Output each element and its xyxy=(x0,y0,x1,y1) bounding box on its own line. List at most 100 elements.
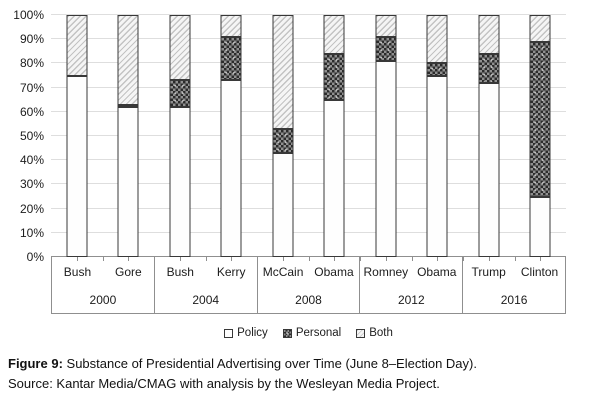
both-swatch-icon xyxy=(356,328,366,338)
x-tick xyxy=(385,257,387,261)
candidate-label: Bush xyxy=(63,264,92,279)
personal-swatch-icon xyxy=(282,328,292,338)
x-tick xyxy=(437,257,439,261)
bars-row xyxy=(51,15,566,257)
candidate-label: Trump xyxy=(471,264,506,279)
bar-slot xyxy=(51,15,103,257)
candidate-label: Obama xyxy=(314,264,354,279)
y-tick-label: 90% xyxy=(19,32,44,47)
y-tick-label: 70% xyxy=(19,80,44,95)
x-tick xyxy=(308,257,310,261)
candidate-names: McCain Obama xyxy=(258,257,360,286)
bar-segment-personal xyxy=(272,128,294,153)
year-label: 2004 xyxy=(192,292,220,307)
x-tick xyxy=(488,257,490,261)
legend: Policy Personal Both xyxy=(51,326,566,340)
bar-trump-2016 xyxy=(478,15,500,257)
gridline xyxy=(51,183,566,185)
plot-area xyxy=(51,14,566,257)
bar-bush-2000 xyxy=(66,15,88,257)
gridline xyxy=(51,135,566,136)
gridline xyxy=(51,110,566,112)
bar-slot xyxy=(515,15,567,257)
year-group-2012: Romney Obama 2012 xyxy=(359,257,462,313)
year-label: 2016 xyxy=(500,292,528,307)
bar-segment-policy xyxy=(272,152,294,257)
y-tick-label: 50% xyxy=(19,129,44,143)
bar-clinton-2016 xyxy=(529,15,551,257)
bar-segment-both xyxy=(478,15,500,54)
candidate-names: Trump Clinton xyxy=(463,257,565,286)
candidate-label: Gore xyxy=(115,264,142,279)
bar-segment-personal xyxy=(426,63,448,76)
bar-segment-personal xyxy=(529,41,551,197)
year-group-2008: McCain Obama 2008 xyxy=(256,257,360,313)
bar-slot xyxy=(309,15,361,257)
x-tick xyxy=(282,257,284,261)
year-label: 2008 xyxy=(295,292,322,307)
bar-slot xyxy=(257,15,309,257)
legend-item-policy: Policy xyxy=(224,327,268,339)
policy-swatch-icon xyxy=(224,328,234,338)
candidate-names: Bush Kerry xyxy=(155,257,257,286)
legend-label: Policy xyxy=(237,327,268,339)
year-group-2000: Bush Gore 2000 xyxy=(51,257,154,313)
y-axis: 0% 10% 20% 30% 40% 50% 60% 70% 80% 90% 100% xyxy=(0,9,46,263)
bar-segment-personal xyxy=(375,36,397,61)
gridline xyxy=(51,231,566,233)
gridline xyxy=(51,86,566,88)
year-label: 2000 xyxy=(89,292,117,307)
bar-segment-policy xyxy=(117,106,139,257)
bar-segment-policy xyxy=(375,60,397,257)
x-tick xyxy=(231,257,233,261)
bar-segment-policy xyxy=(220,80,242,257)
y-tick-label: 100% xyxy=(13,8,44,22)
y-tick-label: 20% xyxy=(19,201,44,216)
caption-title: Substance of Presidential Advertising ov… xyxy=(66,356,477,371)
x-tick xyxy=(76,257,78,261)
bar-segment-policy xyxy=(478,82,500,257)
gridline xyxy=(51,62,566,64)
bar-mccain-2008 xyxy=(272,15,294,257)
bar-segment-personal xyxy=(323,53,345,100)
y-tick-label: 30% xyxy=(19,177,44,192)
candidate-label: McCain xyxy=(262,264,304,279)
x-tick xyxy=(540,257,542,261)
x-tick xyxy=(360,257,361,261)
legend-label: Both xyxy=(369,327,393,339)
x-tick xyxy=(411,257,413,261)
candidate-label: Bush xyxy=(166,264,194,279)
bar-segment-personal xyxy=(220,36,242,81)
x-tick xyxy=(128,257,130,261)
bar-obama-2012 xyxy=(426,15,448,257)
bar-segment-both xyxy=(169,15,191,81)
year-group-2004: Bush Kerry 2004 xyxy=(153,257,257,313)
gridline xyxy=(51,14,566,15)
bar-segment-policy xyxy=(66,75,88,257)
x-tick xyxy=(179,257,181,261)
bar-slot xyxy=(206,15,258,257)
bar-slot xyxy=(360,15,412,257)
bar-segment-both xyxy=(66,15,88,76)
caption-line: Figure 9: Substance of Presidential Adve… xyxy=(8,354,596,374)
bar-bush-2004 xyxy=(169,15,191,257)
bar-slot xyxy=(412,15,464,257)
bar-segment-policy xyxy=(426,75,448,257)
bar-slot xyxy=(154,15,206,257)
caption-source: Source: Kantar Media/CMAG with analysis … xyxy=(8,376,440,391)
bar-segment-both xyxy=(117,15,139,105)
bar-slot xyxy=(103,15,155,257)
bar-segment-personal xyxy=(117,104,139,107)
bar-segment-both xyxy=(272,15,294,129)
bar-segment-policy xyxy=(169,106,191,257)
candidate-label: Obama xyxy=(417,264,457,279)
y-tick-label: 80% xyxy=(19,56,44,71)
x-tick xyxy=(463,257,464,261)
bar-romney-2012 xyxy=(375,15,397,257)
x-tick xyxy=(514,257,516,261)
bar-segment-policy xyxy=(529,196,551,257)
bar-kerry-2004 xyxy=(220,15,242,257)
candidate-label: Kerry xyxy=(216,264,246,279)
bar-segment-both xyxy=(529,15,551,42)
